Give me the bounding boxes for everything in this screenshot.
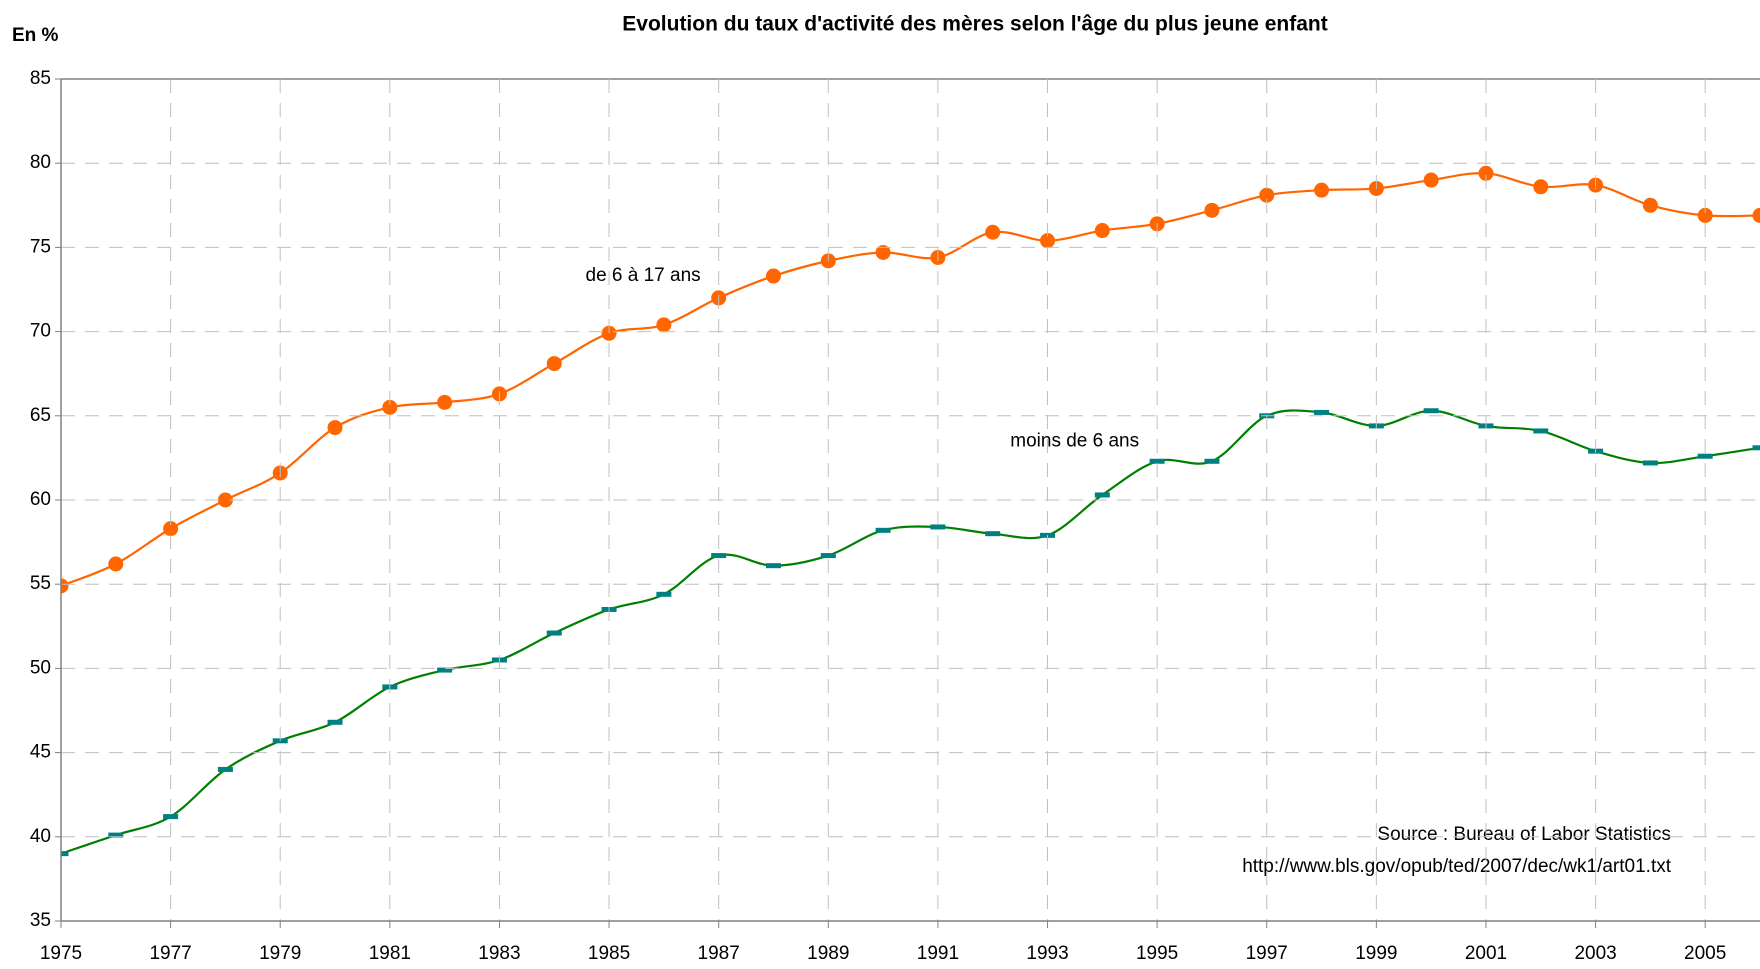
y-tick-label: 65 — [30, 405, 51, 426]
plot-area — [61, 165, 1760, 857]
data-point — [1533, 428, 1549, 434]
data-point — [820, 553, 836, 559]
data-point — [1642, 197, 1658, 213]
data-point — [437, 667, 453, 673]
series-line — [61, 172, 1760, 587]
y-tick-label: 40 — [30, 826, 51, 847]
data-point — [546, 630, 562, 636]
data-point — [163, 814, 179, 820]
data-point — [1314, 182, 1330, 198]
x-tick-label: 1997 — [1246, 943, 1288, 964]
data-point — [1094, 492, 1110, 498]
y-tick-label: 80 — [30, 152, 51, 173]
data-point — [765, 563, 781, 569]
x-tick-label: 1999 — [1355, 943, 1397, 964]
x-tick-label: 2003 — [1574, 943, 1616, 964]
x-tick-label: 1977 — [149, 943, 191, 964]
x-tick-label: 1991 — [917, 943, 959, 964]
data-point — [1478, 165, 1494, 181]
data-point — [1423, 172, 1439, 188]
data-point — [765, 268, 781, 284]
data-point — [1697, 453, 1713, 459]
data-point — [656, 591, 672, 597]
data-point — [656, 317, 672, 333]
series-label: de 6 à 17 ans — [586, 265, 701, 286]
data-point — [1094, 223, 1110, 239]
data-point — [1423, 408, 1439, 414]
y-tick-label: 70 — [30, 321, 51, 342]
x-tick-label: 1979 — [259, 943, 301, 964]
x-tick-label: 1995 — [1136, 943, 1178, 964]
x-tick-label: 1987 — [698, 943, 740, 964]
chart-title: Evolution du taux d'activité des mères s… — [622, 13, 1327, 36]
annotation: http://www.bls.gov/opub/ted/2007/dec/wk1… — [1242, 856, 1672, 877]
x-tick-label: 1993 — [1026, 943, 1068, 964]
data-point — [1697, 207, 1713, 223]
x-tick-label: 1975 — [40, 943, 82, 964]
data-point — [930, 524, 946, 530]
y-tick-label: 50 — [30, 657, 51, 678]
data-point — [546, 356, 562, 372]
data-point — [1752, 207, 1760, 223]
data-point — [1259, 187, 1275, 203]
data-point — [1204, 202, 1220, 218]
data-point — [1040, 233, 1056, 249]
series-line — [61, 409, 1760, 855]
data-point — [1642, 460, 1658, 466]
data-point — [108, 832, 124, 838]
data-point — [327, 420, 343, 436]
data-point — [875, 244, 891, 260]
x-tick-label: 1985 — [588, 943, 630, 964]
data-point — [108, 556, 124, 572]
data-point — [217, 766, 233, 772]
data-point — [985, 531, 1001, 537]
y-tick-label: 35 — [30, 910, 51, 931]
y-tick-label: 45 — [30, 742, 51, 763]
x-tick-label: 2001 — [1465, 943, 1507, 964]
x-tick-label: 1981 — [369, 943, 411, 964]
data-point — [382, 399, 398, 415]
data-point — [217, 492, 233, 508]
y-tick-label: 55 — [30, 573, 51, 594]
data-point — [437, 394, 453, 410]
data-point — [327, 719, 343, 725]
data-point — [601, 325, 617, 341]
x-tick-label: 1983 — [478, 943, 520, 964]
data-point — [61, 578, 69, 594]
y-tick-label: 60 — [30, 489, 51, 510]
data-point — [1314, 409, 1330, 415]
data-point — [1533, 179, 1549, 195]
data-point — [163, 521, 179, 537]
data-point — [711, 553, 727, 559]
y-tick-label: 85 — [30, 68, 51, 89]
data-point — [61, 851, 69, 857]
series-label: moins de 6 ans — [1010, 430, 1139, 451]
data-point — [1204, 458, 1220, 464]
data-point — [1752, 445, 1760, 451]
annotation: Source : Bureau of Labor Statistics — [1377, 824, 1671, 845]
x-tick-label: 1989 — [807, 943, 849, 964]
data-point — [985, 224, 1001, 240]
data-point — [1149, 458, 1165, 464]
x-tick-label: 2005 — [1684, 943, 1726, 964]
data-point — [875, 527, 891, 533]
y-tick-label: 75 — [30, 236, 51, 257]
y-axis-label: En % — [12, 25, 59, 46]
